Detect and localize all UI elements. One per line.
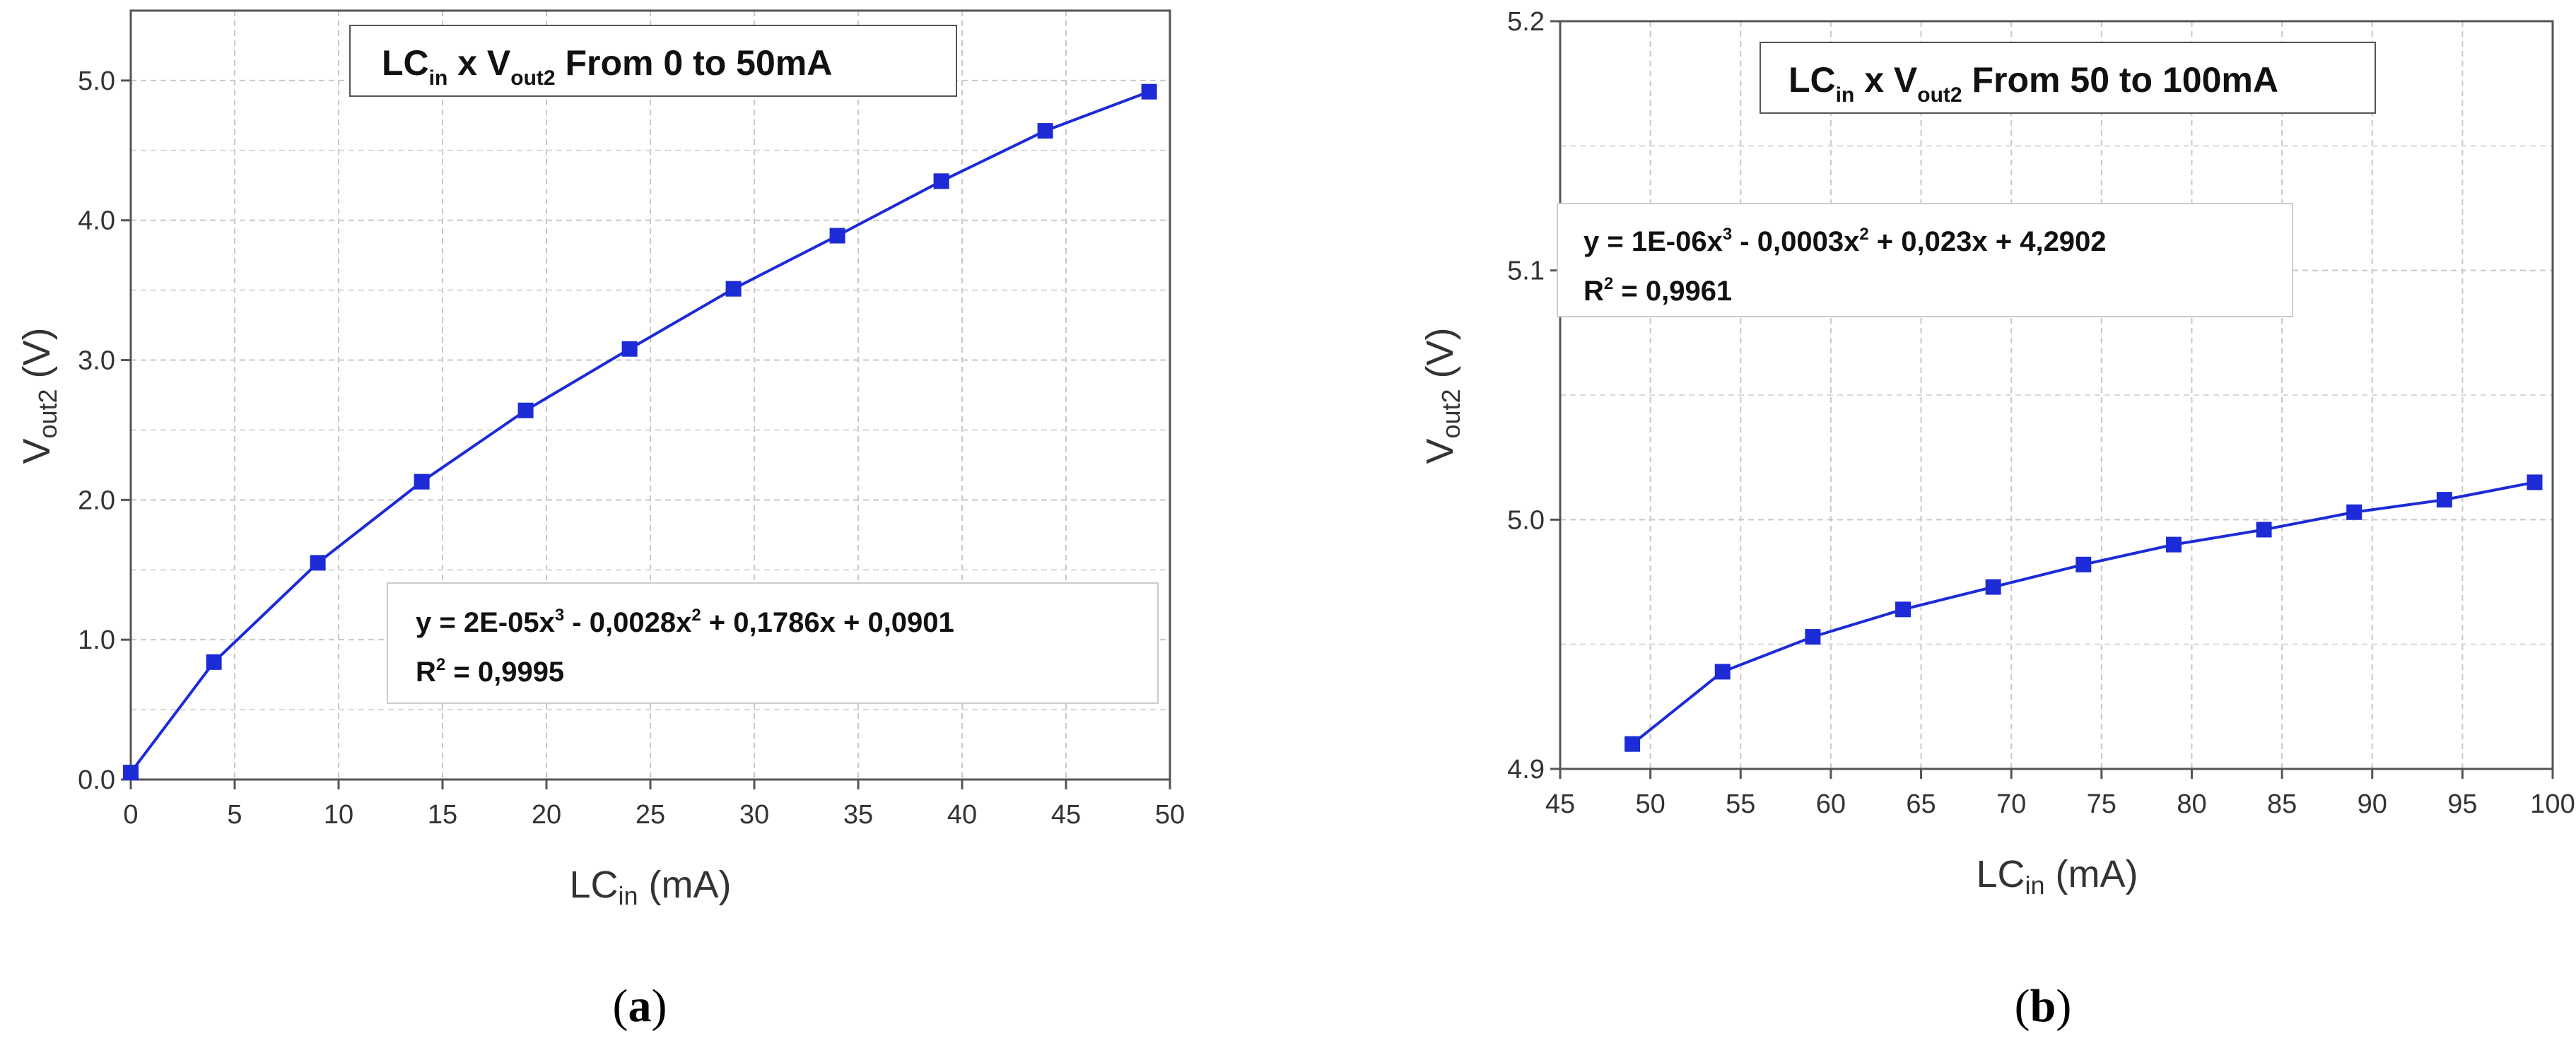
chart-a-data-point-1: [206, 654, 222, 670]
chart-a-x-tick-label-9: 45: [1051, 800, 1081, 830]
chart-b-data-point-2: [1805, 629, 1821, 645]
chart-a-y-tick-label-1: 1.0: [78, 625, 115, 655]
chart-b-y-axis-label: Vout2 (V): [1419, 327, 1465, 464]
chart-a-data-point-4: [517, 402, 534, 418]
chart-b-data-point-0: [1624, 736, 1641, 752]
chart-a-title-box: [349, 25, 957, 97]
chart-b-x-tick-label-10: 95: [2447, 789, 2477, 819]
chart-b-x-tick-label-0: 45: [1545, 789, 1575, 819]
chart-a-x-tick-label-7: 35: [843, 800, 873, 830]
chart-a-markers: [123, 83, 1157, 781]
chart-a-x-ticks: 0 5 10 15 20 25 30 35 40 45 50: [123, 780, 1185, 830]
chart-b: 45 50 55 60 65 70 75 80 85 90 95 100 4.9 5.0 5.1 5.2 L…: [1419, 7, 2575, 1032]
chart-a-data-point-7: [829, 228, 845, 244]
chart-b-y-tick-label-1: 5.0: [1507, 505, 1545, 535]
panel-label-a: (a): [613, 980, 667, 1032]
chart-b-data-point-8: [2346, 504, 2363, 520]
chart-b-x-axis-label: LCin (mA): [1976, 853, 2138, 900]
chart-b-data-point-7: [2256, 522, 2272, 538]
chart-a-data-point-5: [621, 341, 638, 357]
chart-a-y-ticks: 0.0 1.0 2.0 3.0 4.0 5.0: [78, 66, 131, 795]
chart-b-data-point-3: [1895, 601, 1911, 618]
chart-a-r-squared: R2 = 0,9995: [416, 655, 564, 688]
chart-a-data-point-3: [414, 474, 430, 490]
chart-a: 0 5 10 15 20 25 30 35 40 45 50 0.01.02.03.04.05.0 …: [16, 9, 1185, 1032]
chart-b-markers: [1624, 474, 2543, 752]
chart-a-x-tick-label-3: 15: [428, 800, 457, 830]
chart-a-data-point-10: [1141, 83, 1157, 100]
chart-b-x-tick-label-9: 90: [2358, 789, 2387, 819]
chart-a-x-tick-label-10: 50: [1155, 800, 1185, 830]
chart-a-x-tick-label-1: 5: [227, 800, 242, 830]
chart-b-series-line: [1631, 481, 2535, 746]
chart-b-x-ticks: 45 50 55 60 65 70 75 80 85 90 95 100: [1545, 769, 2575, 819]
chart-b-equation-box: [1557, 203, 2293, 317]
chart-b-title-box: [1760, 42, 2376, 114]
chart-b-x-tick-label-6: 75: [2087, 789, 2117, 819]
chart-b-x-tick-label-3: 60: [1816, 789, 1846, 819]
chart-a-x-tick-label-6: 30: [739, 800, 769, 830]
chart-b-x-tick-label-4: 65: [1906, 789, 1936, 819]
chart-b-data-point-4: [1985, 579, 2001, 595]
chart-b-x-tick-label-11: 100: [2530, 789, 2575, 819]
chart-a-x-axis-label: LCin (mA): [569, 864, 731, 910]
chart-a-y-axis-label: Vout2 (V): [16, 327, 62, 464]
chart-a-x-tick-label-2: 10: [324, 800, 353, 830]
chart-a-data-point-6: [725, 281, 742, 297]
chart-a-data-point-8: [933, 173, 949, 189]
chart-a-equation: y = 2E-05x3 - 0,0028x2 + 0,1786x + 0,090…: [416, 606, 954, 638]
chart-b-x-tick-label-7: 80: [2177, 789, 2206, 819]
chart-b-data-point-10: [2527, 474, 2543, 490]
chart-b-data-point-6: [2165, 536, 2182, 553]
chart-a-x-tick-label-4: 20: [532, 800, 561, 830]
chart-a-y-tick-label-3: 3.0: [78, 346, 115, 376]
chart-b-data-point-9: [2436, 492, 2452, 508]
chart-b-x-tick-label-5: 70: [1996, 789, 2026, 819]
chart-a-y-tick-label-4: 4.0: [78, 206, 115, 236]
chart-b-x-tick-label-8: 85: [2267, 789, 2297, 819]
chart-b-data-point-5: [2076, 556, 2092, 572]
chart-b-equation: y = 1E-06x3 - 0,0003x2 + 0,023x + 4,2902: [1583, 225, 2107, 257]
chart-b-data-point-1: [1714, 664, 1731, 680]
chart-b-x-tick-label-1: 50: [1635, 789, 1665, 819]
chart-b-plot-frame: [1559, 20, 2554, 770]
chart-a-y-tick-label-2: 2.0: [78, 486, 115, 515]
chart-a-data-point-2: [310, 555, 326, 571]
chart-b-r-squared: R2 = 0,9961: [1583, 274, 1732, 307]
chart-b-y-tick-label-2: 5.1: [1507, 257, 1545, 286]
chart-a-x-tick-label-8: 40: [947, 800, 977, 830]
chart-b-y-tick-label-3: 5.2: [1507, 7, 1545, 37]
chart-a-y-tick-label-5: 5.0: [78, 66, 115, 96]
chart-a-grid: [131, 11, 1170, 780]
chart-a-x-tick-label-5: 25: [636, 800, 665, 830]
chart-b-y-ticks: 4.9 5.0 5.1 5.2: [1507, 7, 1560, 784]
chart-a-data-point-9: [1037, 123, 1053, 139]
panel-label-b: (b): [2015, 980, 2072, 1032]
chart-b-x-tick-label-2: 55: [1726, 789, 1755, 819]
chart-b-y-tick-label-0: 4.9: [1507, 755, 1545, 784]
chart-b-grid: [1560, 21, 2553, 769]
chart-a-x-tick-label-0: 0: [123, 800, 138, 830]
chart-a-data-point-0: [123, 765, 139, 781]
chart-a-y-tick-label-0: 0.0: [78, 765, 115, 795]
chart-a-title: LCin x Vout2 From 0 to 50mA: [382, 43, 832, 90]
chart-b-title: LCin x Vout2 From 50 to 100mA: [1788, 60, 2278, 107]
chart-a-equation-box: [387, 582, 1159, 704]
